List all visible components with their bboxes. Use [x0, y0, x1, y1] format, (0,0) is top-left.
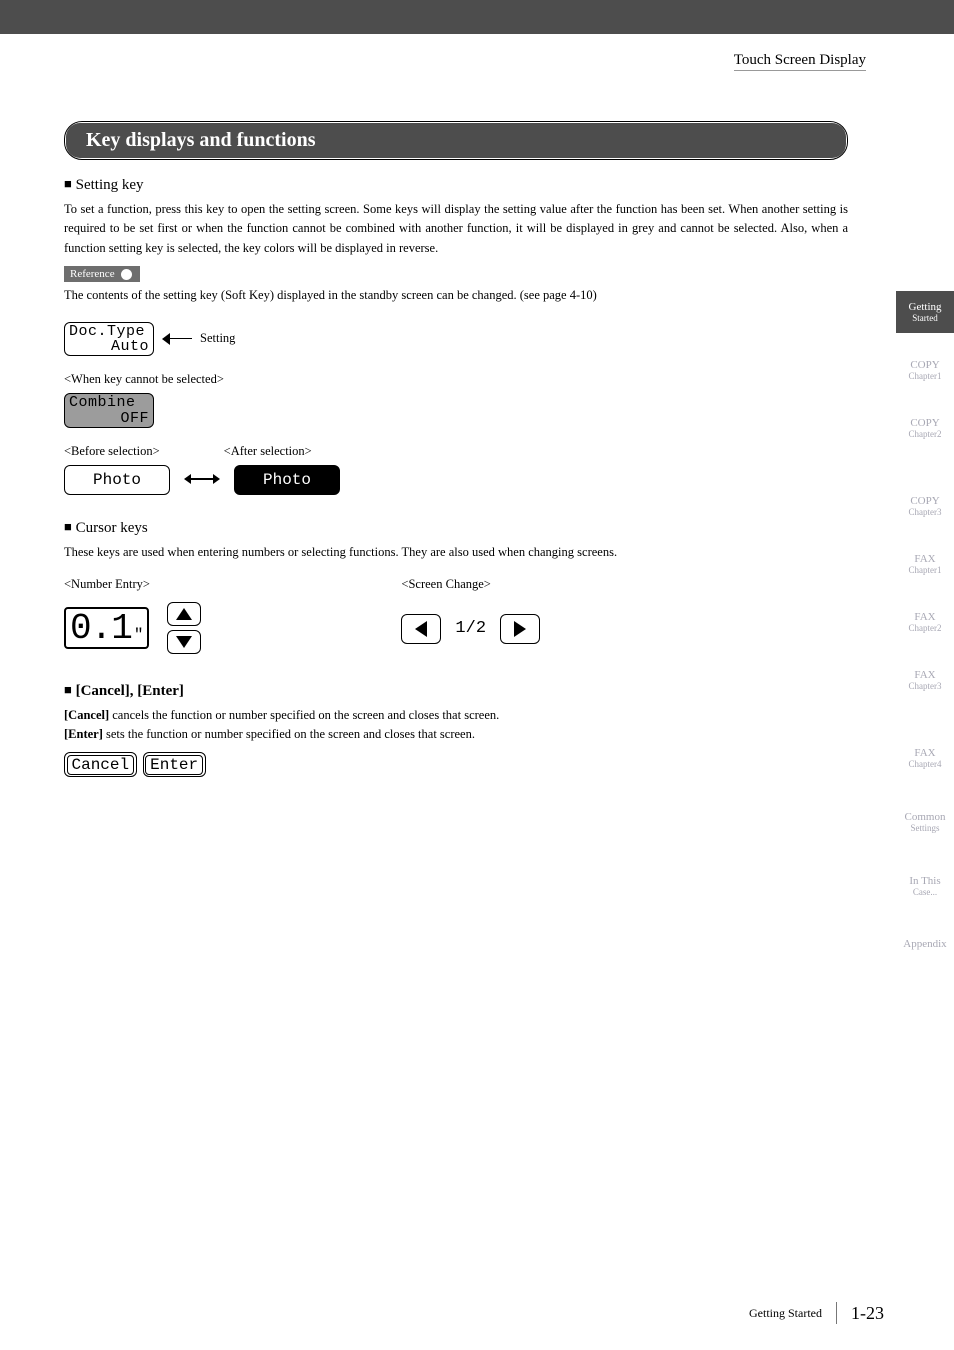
double-arrow-icon — [184, 473, 220, 487]
sidebar-tab-subtitle: Chapter4 — [909, 759, 942, 769]
next-page-button[interactable] — [500, 614, 540, 644]
sidebar-tab[interactable]: COPYChapter2 — [896, 407, 954, 449]
number-value: 0.1 — [70, 611, 132, 647]
page-footer: Getting Started 1-23 — [749, 1302, 884, 1324]
running-head: Touch Screen Display — [0, 52, 954, 69]
photo-softkey-before[interactable]: Photo — [64, 465, 170, 496]
setting-key-heading: ■ Setting key — [64, 176, 848, 194]
sidebar-tab-subtitle: Chapter3 — [909, 681, 942, 691]
sidebar-tab[interactable]: Appendix — [896, 923, 954, 965]
sidebar-tab[interactable]: In ThisCase... — [896, 865, 954, 907]
triangle-down-icon — [176, 636, 192, 648]
setting-caption: Setting — [200, 331, 235, 346]
sidebar-tab[interactable]: COPYChapter3 — [896, 485, 954, 527]
number-display: 0.1 " — [64, 607, 149, 649]
enter-button[interactable]: Enter — [143, 752, 206, 777]
sidebar-tab[interactable]: FAXChapter1 — [896, 543, 954, 585]
sidebar-tab-title: Getting — [909, 301, 942, 314]
sidebar-tab[interactable]: GettingStarted — [896, 291, 954, 333]
reference-label: Reference — [70, 268, 115, 280]
sidebar-tab[interactable]: CommonSettings — [896, 801, 954, 843]
section-title: Key displays and functions — [66, 123, 846, 158]
footer-section: Getting Started — [749, 1306, 822, 1321]
sidebar-tab[interactable]: COPYChapter1 — [896, 349, 954, 391]
running-head-text: Touch Screen Display — [734, 52, 866, 71]
triangle-left-icon — [415, 621, 427, 637]
footer-divider — [836, 1302, 837, 1324]
reference-badge: Reference — [64, 266, 140, 282]
sidebar-tab[interactable]: FAXChapter2 — [896, 601, 954, 643]
reference-text: The contents of the setting key (Soft Ke… — [64, 286, 848, 305]
combine-softkey-disabled: Combine OFF — [64, 393, 154, 428]
cannot-select-label: <When key cannot be selected> — [64, 372, 848, 387]
cancel-button[interactable]: Cancel — [64, 752, 137, 777]
after-selection-label: <After selection> — [224, 444, 312, 459]
left-arrow-icon — [162, 334, 192, 344]
sidebar-tab[interactable]: FAXChapter3 — [896, 659, 954, 701]
reference-dot-icon — [121, 269, 132, 280]
sidebar-tab-title: COPY — [910, 495, 939, 508]
cursor-down-button[interactable] — [167, 630, 201, 654]
triangle-right-icon — [514, 621, 526, 637]
prev-page-button[interactable] — [401, 614, 441, 644]
sidebar-tab-subtitle: Settings — [910, 823, 939, 833]
number-unit: " — [134, 626, 144, 644]
enter-desc: [Enter] sets the function or number spec… — [64, 725, 848, 744]
sidebar-tab[interactable]: FAXChapter4 — [896, 737, 954, 779]
screen-change-label: <Screen Change> — [401, 577, 540, 592]
section-title-pill: Key displays and functions — [64, 121, 848, 160]
doctype-line1: Doc.Type — [69, 324, 149, 340]
cancel-desc: [Cancel] cancels the function or number … — [64, 706, 848, 725]
sidebar-tab-subtitle: Started — [912, 313, 938, 323]
cancel-enter-heading: ■ [Cancel], [Enter] — [64, 682, 848, 700]
cursor-keys-heading: ■ Cursor keys — [64, 519, 848, 537]
sidebar-tab-subtitle: Chapter2 — [909, 623, 942, 633]
cursor-up-button[interactable] — [167, 602, 201, 626]
sidebar-tab-title: COPY — [910, 359, 939, 372]
sidebar-tab-title: In This — [909, 875, 940, 888]
sidebar-tab-title: FAX — [914, 747, 935, 760]
before-selection-label: <Before selection> — [64, 444, 160, 459]
sidebar-tab-title: FAX — [914, 669, 935, 682]
sidebar-tab-subtitle: Chapter1 — [909, 565, 942, 575]
number-entry-label: <Number Entry> — [64, 577, 201, 592]
sidebar-tab-subtitle: Chapter3 — [909, 507, 942, 517]
setting-key-body: To set a function, press this key to ope… — [64, 200, 848, 258]
sidebar-tab-title: FAX — [914, 553, 935, 566]
sidebar-tab-subtitle: Chapter2 — [909, 429, 942, 439]
combine-line1: Combine — [69, 395, 149, 411]
sidebar-tab-title: Common — [905, 811, 946, 824]
photo-softkey-after[interactable]: Photo — [234, 465, 340, 496]
sidebar-tab-title: Appendix — [903, 938, 946, 951]
chapter-sidebar: GettingStartedCOPYChapter1COPYChapter2CO… — [896, 291, 954, 981]
sidebar-tab-title: COPY — [910, 417, 939, 430]
combine-line2: OFF — [69, 411, 149, 427]
sidebar-tab-subtitle: Case... — [913, 887, 937, 897]
doctype-line2: Auto — [69, 339, 149, 355]
sidebar-tab-title: FAX — [914, 611, 935, 624]
cursor-keys-body: These keys are used when entering number… — [64, 543, 848, 562]
page-indicator: 1/2 — [455, 619, 486, 638]
sidebar-tab-subtitle: Chapter1 — [909, 371, 942, 381]
doctype-softkey[interactable]: Doc.Type Auto — [64, 322, 154, 357]
triangle-up-icon — [176, 608, 192, 620]
footer-page: 1-23 — [851, 1303, 884, 1324]
top-bar — [0, 0, 954, 34]
